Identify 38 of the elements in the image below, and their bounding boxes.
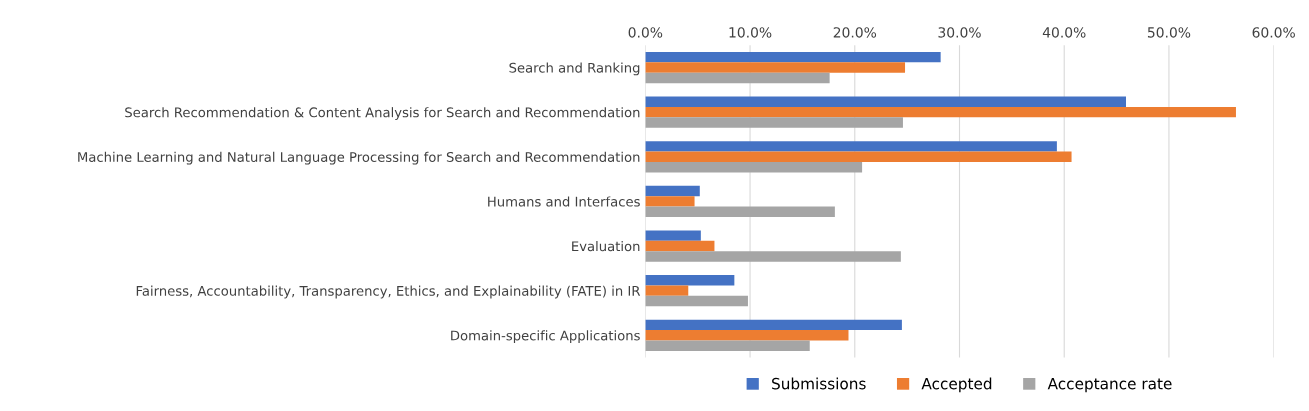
bar [645, 275, 735, 286]
bar [645, 340, 810, 351]
bar [645, 230, 701, 241]
x-tick-label: 40.0% [1042, 27, 1086, 38]
y-tick-label: Fairness, Accountability, Transparency, Ethics, and Explainability (FATE) in IR [136, 285, 641, 299]
bar [645, 196, 695, 207]
bar [645, 330, 849, 341]
bar [645, 72, 830, 84]
bar [645, 285, 689, 296]
x-tick-label: 10.0% [729, 27, 772, 38]
bar [645, 117, 903, 128]
x-tick-label: 60.0% [1252, 27, 1295, 38]
bar [645, 106, 1236, 118]
bar [645, 240, 715, 252]
legend-label: Submissions [772, 377, 866, 390]
x-tick-label: 20.0% [833, 27, 877, 38]
y-tick-label: Search and Ranking [509, 62, 640, 76]
x-tick-label: 0.0% [628, 27, 663, 38]
bar [645, 151, 1072, 162]
bar [645, 295, 748, 307]
bar [645, 206, 835, 218]
x-tick-label: 30.0% [938, 27, 981, 38]
bar [645, 51, 941, 63]
bar [645, 161, 863, 173]
y-tick-label: Search Recommendation & Content Analysis for Search and Recommendation [125, 107, 640, 120]
y-tick-label: Evaluation [572, 241, 640, 252]
bar [645, 96, 1126, 107]
bar [645, 251, 901, 262]
bar [645, 185, 700, 197]
y-tick-label: Domain-specific Applications [451, 330, 640, 344]
bar [645, 62, 906, 73]
bar [645, 319, 902, 331]
x-tick-label: 50.0% [1147, 27, 1191, 38]
y-tick-label: Humans and Interfaces [488, 196, 640, 207]
legend-label: Accepted [921, 377, 992, 393]
y-tick-label: Machine Learning and Natural Language Processing for Search and Recommendation [78, 151, 640, 165]
legend-label: Acceptance rate [1047, 378, 1172, 393]
bar [645, 141, 1057, 152]
